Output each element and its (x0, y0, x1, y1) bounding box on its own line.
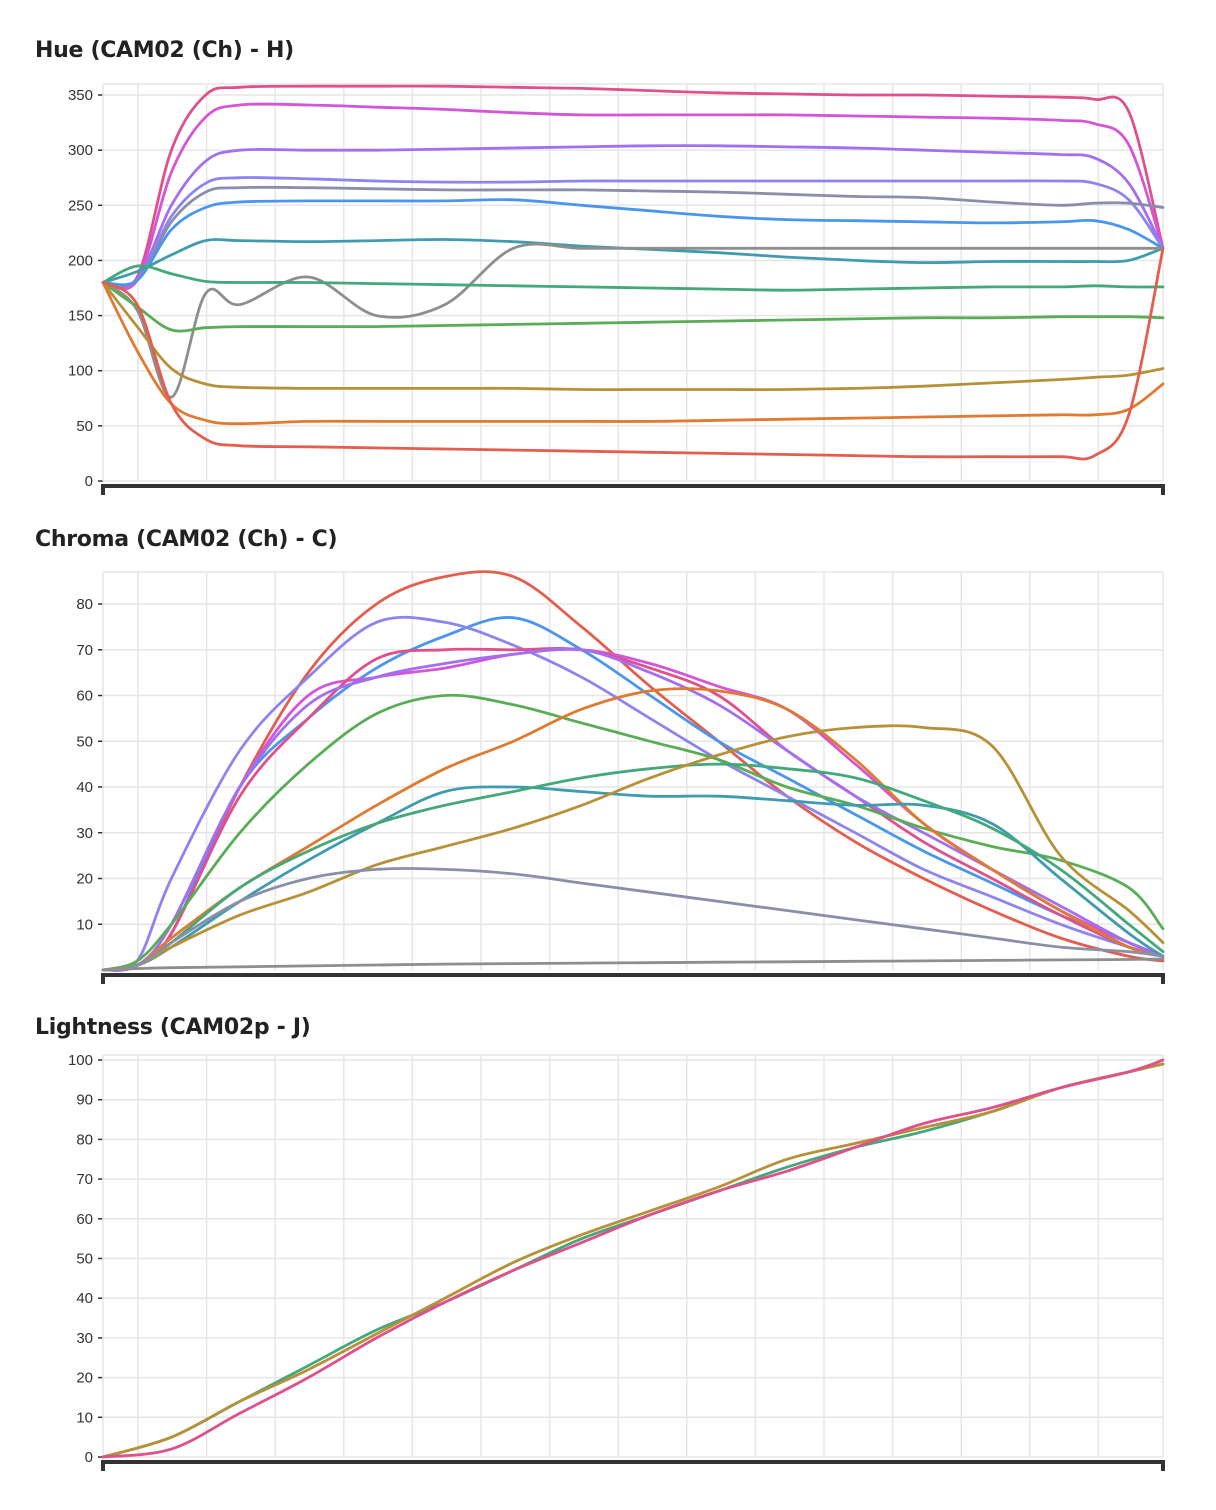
y-tick-label: 10 (76, 1409, 93, 1426)
hue-chart-title: Hue (CAM02 (Ch) - H) (35, 38, 294, 63)
series-line-olive (101, 1062, 1165, 1459)
y-tick-label: 30 (76, 1330, 93, 1347)
lightness-chart-title: Lightness (CAM02p - J) (35, 1015, 311, 1040)
y-tick-label: 40 (76, 1290, 93, 1307)
series-line-orange (101, 281, 1165, 426)
series-line-green (101, 693, 1165, 972)
y-tick-label: 0 (85, 1449, 93, 1466)
chroma-chart-title: Chroma (CAM02 (Ch) - C) (35, 527, 338, 552)
series-line-blue (101, 198, 1165, 287)
series-line-red (101, 246, 1165, 461)
y-tick-label: 80 (76, 596, 93, 613)
series-line-green (101, 281, 1165, 333)
y-tick-label: 200 (68, 252, 93, 269)
y-tick-label: 80 (76, 1131, 93, 1148)
y-tick-label: 20 (76, 871, 93, 888)
chroma-chart: Chroma (CAM02 (Ch) - C) 10 20 30 40 50 60 70 80 (35, 527, 1165, 984)
series-line-sea-green (101, 762, 1165, 972)
y-tick-label: 50 (76, 1251, 93, 1268)
y-tick-label: 70 (76, 642, 93, 659)
y-tick-label: 250 (68, 197, 93, 214)
series-line-sea-green (101, 1062, 1165, 1459)
y-tick-label: 40 (76, 779, 93, 796)
y-tick-label: 20 (76, 1370, 93, 1387)
series-line-olive (101, 281, 1165, 391)
y-tick-label: 300 (68, 142, 93, 159)
hue-chart: Hue (CAM02 (Ch) - H) 0 50 100 150 200 250 300 3… (0, 0, 1216, 505)
y-tick-label: 10 (76, 916, 93, 933)
series-line-purple (101, 144, 1165, 288)
y-tick-label: 100 (68, 363, 93, 380)
series-line-sea-green (101, 264, 1165, 292)
y-tick-label: 350 (68, 87, 93, 104)
series-line-pink (101, 1058, 1165, 1459)
y-tick-label: 60 (76, 688, 93, 705)
y-tick-label: 70 (76, 1171, 93, 1188)
series-line-gray (101, 242, 1165, 399)
series-line-periwinkle (101, 615, 1165, 972)
series-line-pink (101, 84, 1165, 290)
series-line-gray-blue (101, 867, 1165, 972)
y-tick-label: 50 (76, 418, 93, 435)
series-line-gray-blue (101, 185, 1165, 287)
y-tick-label: 60 (76, 1211, 93, 1228)
series-line-gray (101, 957, 1165, 972)
y-tick-label: 30 (76, 825, 93, 842)
series-line-magenta (101, 102, 1165, 291)
hue-chart-plot: 0 50 100 150 200 250 300 350 (68, 83, 1165, 495)
y-tick-label: 100 (68, 1052, 93, 1069)
series-line-periwinkle (101, 176, 1165, 288)
y-tick-label: 50 (76, 733, 93, 750)
y-tick-label: 90 (76, 1092, 93, 1109)
y-tick-label: 150 (68, 308, 93, 325)
chroma-chart-plot: 10 20 30 40 50 60 70 80 (76, 570, 1165, 984)
y-tick-label: 0 (85, 473, 93, 490)
series-line-olive (101, 724, 1165, 972)
